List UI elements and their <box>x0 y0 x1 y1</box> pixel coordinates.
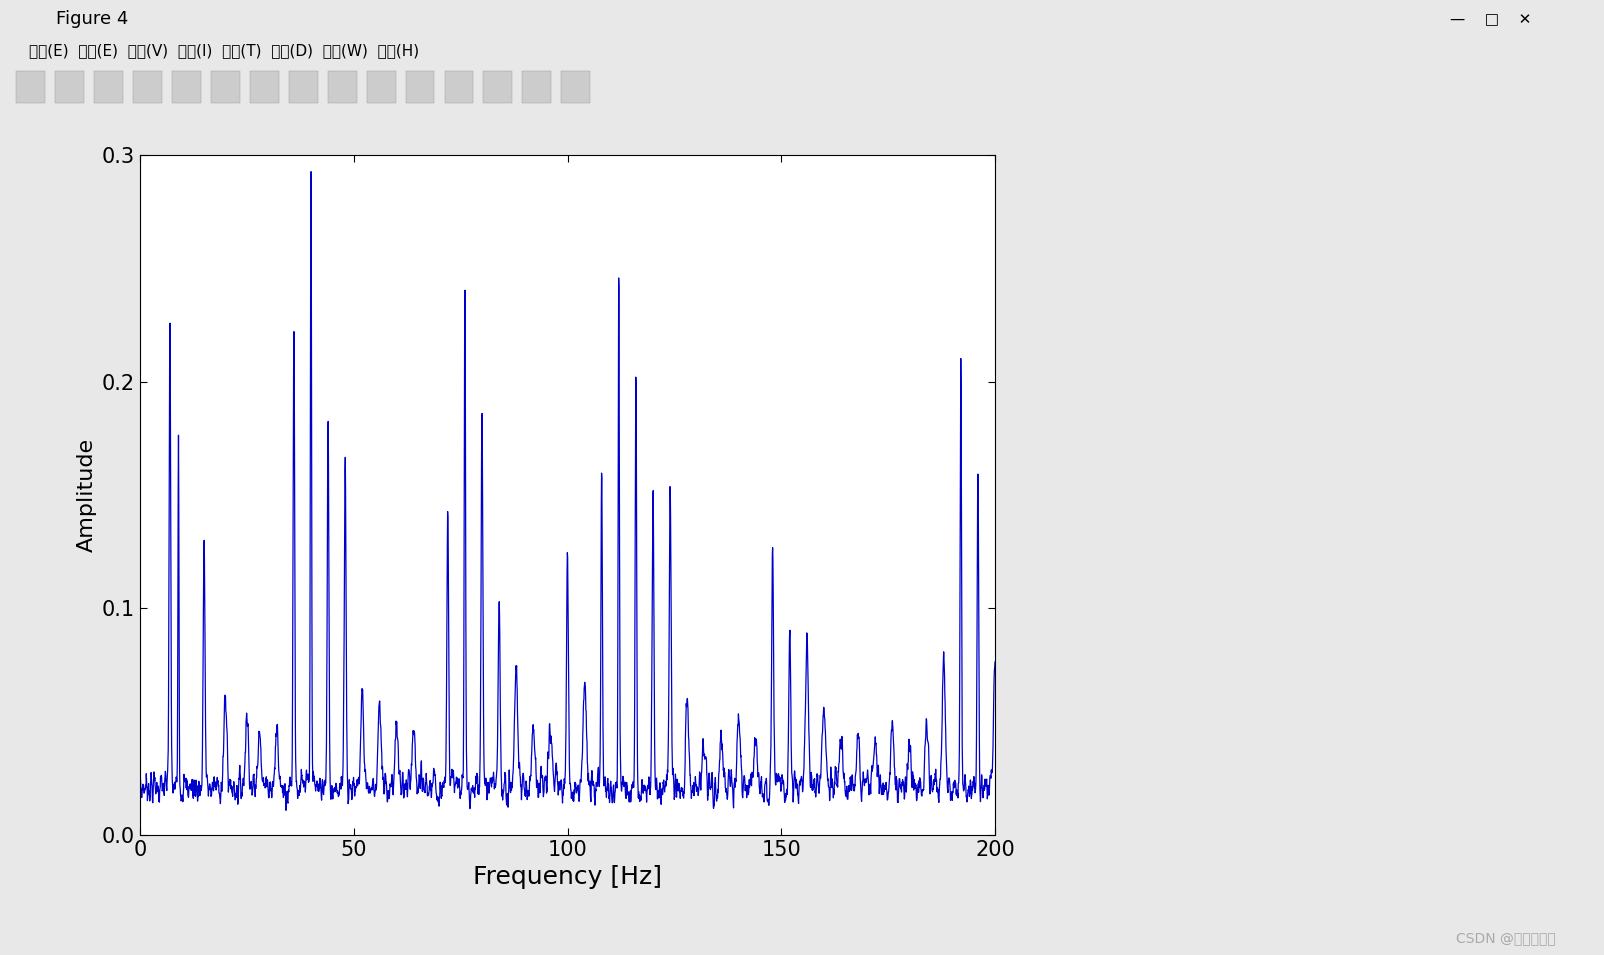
Y-axis label: Amplitude: Amplitude <box>77 438 96 552</box>
Text: CSDN @茹枝科研社: CSDN @茹枝科研社 <box>1456 931 1556 945</box>
Bar <box>367 71 396 103</box>
Bar <box>327 71 356 103</box>
Bar <box>210 71 239 103</box>
Bar <box>55 71 83 103</box>
Bar <box>523 71 552 103</box>
Bar <box>250 71 279 103</box>
Bar <box>16 71 45 103</box>
Bar <box>172 71 200 103</box>
Text: Figure 4: Figure 4 <box>56 11 128 29</box>
Text: 文件(E)  编辑(E)  查看(V)  插入(I)  工具(T)  桌面(D)  窗口(W)  帮助(H): 文件(E) 编辑(E) 查看(V) 插入(I) 工具(T) 桌面(D) 窗口(W… <box>29 44 419 58</box>
Bar <box>406 71 435 103</box>
Bar <box>483 71 512 103</box>
Bar <box>95 71 124 103</box>
Bar <box>289 71 318 103</box>
Bar <box>133 71 162 103</box>
Bar <box>561 71 590 103</box>
X-axis label: Frequency [Hz]: Frequency [Hz] <box>473 865 662 889</box>
Text: —    □    ✕: — □ ✕ <box>1450 11 1532 27</box>
Bar <box>444 71 473 103</box>
